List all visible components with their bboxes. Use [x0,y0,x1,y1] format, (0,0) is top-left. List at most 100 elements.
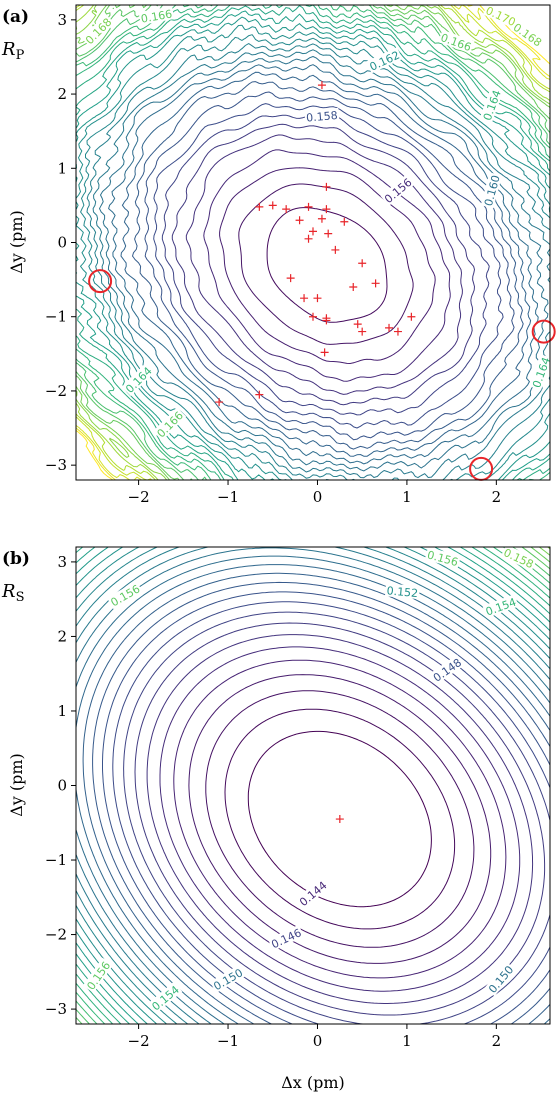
panel-b-contour-label-bg [295,877,330,910]
panel-a-minimum-marker [322,205,331,214]
panel-a-ylabel: Δy (pm) [7,210,26,274]
panel-b-contour-line [530,547,550,563]
panel-a-contour-line [86,43,550,480]
panel-b-contour-label: 0.152 [384,583,420,600]
panel-a-xtick-label: 1 [402,488,412,506]
panel-a-xtick-label: −2 [128,488,150,506]
panel-b-contour-label-bg [424,547,461,569]
panel-a-minimum-marker [215,398,224,407]
panel-a-contour-line [120,71,532,457]
panel-a-minimum-marker [393,327,402,336]
panel-a-contour-line [76,5,550,480]
panel-b-contour-line [538,547,550,556]
panel-b-xtick-label: 2 [492,1032,502,1050]
panel-a-contour-label-bg [480,172,503,209]
panel-b-contour-line [224,708,456,930]
panel-a-contour-label-bg [380,174,415,207]
panel-a-minimum-marker [358,259,367,268]
panel-b-contour-label-bg [482,594,519,619]
panel-a-contour-line [76,5,550,480]
panel-b-contour-label: 0.144 [295,877,330,910]
panel-b-contour-label-bg [106,580,143,610]
panel-b-tag: (b) [2,549,30,569]
panel-a-contour-label: 0.162 [366,47,403,74]
panel-a-quantity: RP [1,39,25,63]
panel-a-minimum-marker [324,229,333,238]
panel-a-contour-line [76,5,550,480]
panel-a-contour-line [161,114,490,416]
panel-b-contour-line [76,555,550,1024]
panel-a-markers [215,81,416,407]
panel-a-contour-line [171,123,475,406]
panel-b-contour-line [146,634,534,1004]
panel-a-contour-line [203,149,451,382]
panel-b-contour-label-bg [82,957,114,993]
panel-a-contour-line [80,34,550,480]
panel-b-quantity-symbol: R [1,581,16,602]
panel-a-minimum-marker [358,327,367,336]
panel-a-ytick-label: −2 [45,382,67,400]
panel-b-xlabel: Δx (pm) [281,1073,345,1092]
panel-a-contour-label-bg [138,6,175,25]
panel-a-minimum-marker [340,217,349,226]
panel-a-contour-line [76,5,550,480]
panel-a-quantity-subscript: P [16,48,25,63]
panel-a-contour-line [153,103,504,429]
panel-a-xaxis: −2 −1 0 1 2 [128,480,502,506]
panel-a-contour-label-text: 0.168 [83,16,114,47]
panel-a-contour-label-bg [366,47,403,74]
panel-a-highlight-circle [469,456,494,481]
panel-a-minimum-marker [320,348,329,357]
panel-a-contour-line [76,5,550,480]
panel-a-xtick-label: 2 [492,488,502,506]
panel-a-minimum-marker [371,279,380,288]
panel-a-tag: (a) [2,7,29,27]
panel-b-contour-label-text: 0.154 [484,596,518,619]
panel-a-minimum-marker [317,81,326,90]
panel-b-contour-line [76,547,550,1024]
panel-b-ytick-label: 2 [57,627,67,645]
panel-b-contour-label: 0.158 [500,546,538,571]
panel-b-contour-line [76,547,550,1024]
panel-b-contour-label-text: 0.158 [501,546,535,571]
panel-a-contour-label: 0.168 [81,14,115,48]
panel-a-minimum-marker [300,294,309,303]
panel-b-ylabel: Δy (pm) [7,753,26,817]
panel-a-contour-line [76,5,550,480]
panel-a-ytick-label: −1 [45,308,67,326]
panel-a-contour-label-text: 0.158 [306,109,339,125]
panel-a-minimum-marker [313,294,322,303]
panel-b-contour-label-text: 0.150 [211,966,245,993]
panel-b-ytick-label: −2 [45,926,67,944]
panel-a-minimum-marker [286,274,295,283]
panel-b-contour-label-text: 0.144 [297,879,329,909]
panel-b-contour-line [102,591,550,1024]
panel-a-minimum-marker [255,202,264,211]
panel-b-ytick-label: 0 [57,777,67,795]
panel-a-contour-line [99,56,549,472]
panel-b-contour-label-bg [267,924,305,951]
panel-a-minimum-marker [255,390,264,399]
panel-b-xtick-label: 1 [402,1032,412,1050]
panel-a-highlight-circle [88,269,113,294]
panel-b-contour-label-bg [384,583,420,600]
panel-a-contour-label-text: 0.162 [368,49,402,74]
panel-a-contour-line [144,91,515,441]
panel-a-contour-label-bg [482,5,520,29]
panel-b-contour-line [82,572,550,1024]
panel-b-quantity: RS [1,581,24,605]
panel-b-contour-label-bg [209,964,246,993]
panel-b-contour-label-bg [429,654,465,685]
panel-b-contour-label-bg [500,547,538,571]
panel-a-minimum-marker [268,201,277,210]
panel-a-minimum-marker [322,316,331,325]
panel-a-contour-label-text: 0.170 [484,4,518,29]
panel-b-contour-label: 0.148 [429,654,465,685]
panel-b-contour-line [247,730,432,908]
panel-b-ytick-label: −1 [45,851,67,869]
panel-a-minimum-marker [295,216,304,225]
